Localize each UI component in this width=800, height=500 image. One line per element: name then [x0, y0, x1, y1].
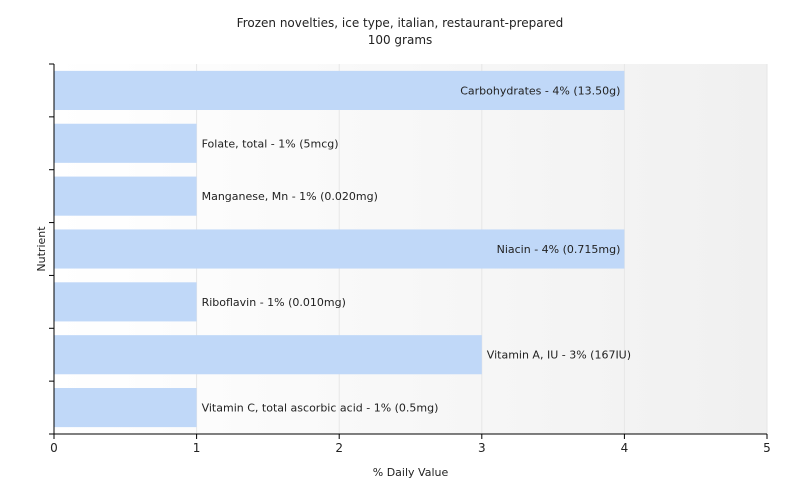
bar	[54, 335, 482, 375]
chart-subtitle: 100 grams	[368, 33, 433, 47]
bar-data-label: Folate, total - 1% (5mcg)	[202, 137, 339, 150]
chart-title: Frozen novelties, ice type, italian, res…	[237, 16, 564, 30]
x-axis-label: % Daily Value	[373, 466, 449, 479]
bar	[54, 70, 625, 110]
x-tick-label: 3	[478, 441, 486, 455]
x-tick-label: 1	[193, 441, 201, 455]
bar	[54, 229, 625, 269]
bar-data-label: Riboflavin - 1% (0.010mg)	[202, 296, 346, 309]
bar	[54, 282, 197, 322]
bar-data-label: Manganese, Mn - 1% (0.020mg)	[202, 190, 378, 203]
bars: Carbohydrates - 4% (13.50g) Folate, total…	[54, 70, 631, 428]
bar-data-label: Carbohydrates - 4% (13.50g)	[460, 84, 620, 97]
x-tick-label: 0	[50, 441, 58, 455]
x-tick-label: 4	[621, 441, 629, 455]
y-axis-label: Nutrient	[35, 226, 48, 272]
bar	[54, 123, 197, 163]
bar-data-label: Vitamin A, IU - 3% (167IU)	[487, 349, 631, 362]
x-tick-label: 5	[763, 441, 771, 455]
bar-data-label: Vitamin C, total ascorbic acid - 1% (0.5…	[202, 402, 439, 415]
bar	[54, 176, 197, 216]
bar-data-label: Niacin - 4% (0.715mg)	[497, 243, 621, 256]
axes: 0 1 2 3 4 5	[49, 63, 771, 455]
x-tick-label: 2	[335, 441, 343, 455]
bar	[54, 388, 197, 428]
